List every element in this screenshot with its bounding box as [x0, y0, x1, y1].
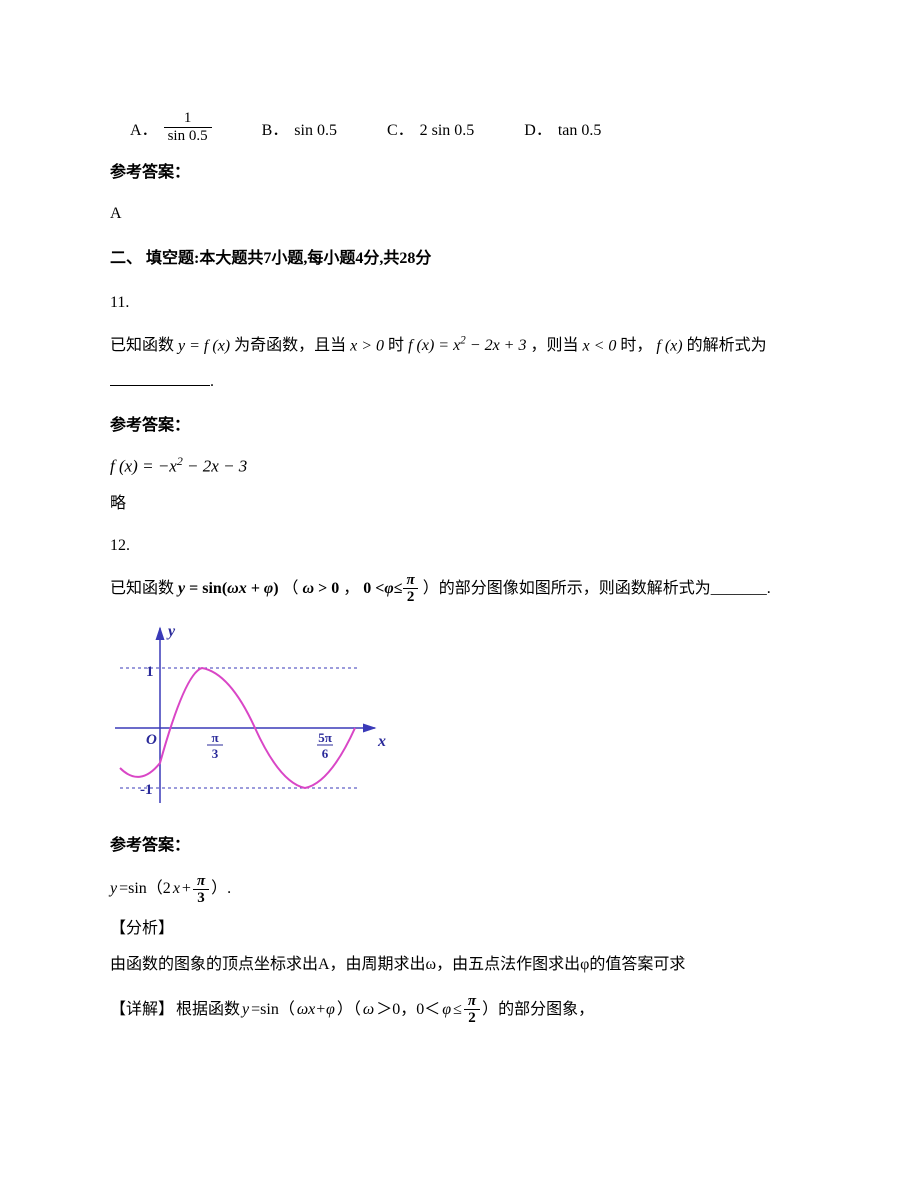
q12-analysis-text: 由函数的图象的顶点坐标求出A，由周期求出ω，由五点法作图求出φ的值答案可求 — [110, 951, 810, 980]
q12-number: 12. — [110, 533, 810, 559]
q11-blank — [110, 370, 210, 386]
q12-dt5: ）的部分图象， — [482, 992, 594, 1027]
option-d-label: D． — [524, 118, 552, 144]
q12-ans-close: ）. — [211, 875, 231, 904]
q11-number: 11. — [110, 290, 810, 316]
option-b-label: B． — [262, 118, 289, 144]
q11-f3a: f (x) = x — [408, 337, 460, 354]
option-a-den: sin 0.5 — [164, 127, 212, 145]
option-a-num: 1 — [180, 110, 196, 127]
q12-f3num: π — [403, 572, 419, 589]
q11-f4: x < 0 — [582, 337, 616, 354]
q12-f1b: = sin( — [185, 580, 227, 597]
q12-df2: ωx+φ — [297, 992, 335, 1027]
q12-df4: φ — [442, 992, 451, 1027]
q12-analysis-label: 【分析】 — [110, 915, 810, 944]
q11-answer: f (x) = −x2 − 2x − 3 — [110, 452, 810, 480]
q11-brief: 略 — [110, 490, 810, 519]
q11-t7: . — [210, 373, 214, 390]
answer-label-2: 参考答案： — [110, 413, 810, 439]
option-a-label: A． — [130, 118, 158, 144]
q12-f2b: > 0 — [314, 580, 339, 597]
q12-df3: ω — [363, 992, 374, 1027]
q12-df1: y — [242, 992, 249, 1027]
q11-ans-b: − 2x − 3 — [183, 457, 248, 476]
svg-text:x: x — [377, 733, 386, 750]
q12-f3b: φ — [384, 571, 393, 606]
svg-text:O: O — [146, 732, 157, 748]
option-d-val: tan 0.5 — [558, 118, 602, 144]
svg-text:y: y — [166, 623, 176, 640]
q12-detail: 【详解】 根据函数 y =sin（ ωx+φ ）（ ω ＞0，0＜ φ ≤ π … — [110, 992, 810, 1027]
q11-f2: x > 0 — [350, 337, 384, 354]
option-c-val: 2 sin 0.5 — [420, 118, 475, 144]
q12-ans-frac: π 3 — [193, 873, 209, 907]
option-a-frac: 1 sin 0.5 — [164, 110, 212, 144]
q11-t4: ，则当 — [530, 337, 578, 354]
svg-text:3: 3 — [212, 746, 219, 761]
q11-text: 已知函数 y = f (x) 为奇函数，且当 x > 0 时 f (x) = x… — [110, 328, 810, 399]
q12-f3g: 0 < φ ≤ π 2 — [363, 571, 418, 606]
option-c: C． 2 sin 0.5 — [387, 118, 474, 144]
svg-text:5π: 5π — [318, 730, 332, 745]
q10-answer: A — [110, 200, 810, 229]
q12-ans-den: 3 — [193, 889, 209, 907]
q12-detail-frac: π 2 — [464, 993, 480, 1027]
q11-t3: 时 — [388, 337, 404, 354]
q12-detail-den: 2 — [464, 1009, 480, 1027]
q12-f1: y = sin(ωx + φ) — [178, 580, 283, 597]
option-b-val: sin 0.5 — [294, 118, 337, 144]
q12-answer: y =sin（2 x + π 3 ）. — [110, 873, 810, 907]
q12-dt4: ＞0，0＜ — [376, 992, 440, 1027]
q12-ans-plus: + — [182, 875, 191, 904]
svg-text:π: π — [211, 730, 218, 745]
q11-f1: y = f (x) — [178, 337, 230, 354]
q12-detail-label: 【详解】 — [110, 992, 174, 1027]
answer-label-3: 参考答案： — [110, 833, 810, 859]
sine-graph-svg: y x 1 -1 Oπ3 5π6 — [110, 618, 390, 808]
q11-t2: 为奇函数，且当 — [234, 337, 346, 354]
q12-ans-y: y — [110, 875, 117, 904]
q12-f2: ω — [303, 580, 315, 597]
q11-f3b: − 2x + 3 — [466, 337, 527, 354]
option-c-label: C． — [387, 118, 414, 144]
q11-t6: 的解析式为 — [687, 337, 767, 354]
q12-text: 已知函数 y = sin(ωx + φ) （ ω > 0 ， 0 < φ ≤ π… — [110, 571, 810, 607]
answer-label-1: 参考答案： — [110, 160, 810, 186]
q12-t2: （ — [283, 580, 299, 597]
q12-f3c: ≤ — [394, 571, 403, 606]
option-d: D． tan 0.5 — [524, 118, 601, 144]
option-a: A． 1 sin 0.5 — [130, 110, 212, 144]
svg-text:6: 6 — [322, 746, 329, 761]
q12-graph: y x 1 -1 Oπ3 5π6 — [110, 618, 810, 817]
q12-f3den: 2 — [403, 588, 419, 606]
q12-f1d: ) — [273, 580, 278, 597]
q12-t4: ）的部分图像如图所示，则函数解析式为_______. — [423, 580, 771, 597]
q12-f2g: ω > 0 — [303, 580, 344, 597]
q12-t3: ， — [343, 580, 359, 597]
q11-ans-a: f (x) = −x — [110, 457, 177, 476]
q12-ans-num: π — [193, 873, 209, 890]
mc-options-row: A． 1 sin 0.5 B． sin 0.5 C． 2 sin 0.5 D． … — [110, 110, 810, 144]
q12-detail-num: π — [464, 993, 480, 1010]
q12-f3a: 0 < — [363, 571, 384, 606]
q12-dt2: =sin（ — [251, 992, 295, 1027]
svg-text:1: 1 — [146, 664, 154, 680]
q11-t5: 时， — [620, 337, 652, 354]
section-2-heading: 二、 填空题:本大题共7小题,每小题4分,共28分 — [110, 246, 810, 272]
q11-t1: 已知函数 — [110, 337, 174, 354]
q12-ans-eq: =sin（2 — [119, 875, 171, 904]
q12-ans-x: x — [173, 875, 180, 904]
svg-text:-1: -1 — [140, 782, 153, 798]
q12-dt1: 根据函数 — [176, 992, 240, 1027]
q12-f1c: ωx + φ — [227, 580, 273, 597]
q12-dt3: ）（ — [337, 992, 361, 1027]
q11-f5: f (x) — [656, 337, 682, 354]
q12-t1: 已知函数 — [110, 580, 174, 597]
q11-f3-group: f (x) = x2 − 2x + 3 — [408, 337, 530, 354]
option-b: B． sin 0.5 — [262, 118, 337, 144]
q12-f3-frac: π 2 — [403, 572, 419, 606]
q12-dt5c: ≤ — [453, 992, 462, 1027]
